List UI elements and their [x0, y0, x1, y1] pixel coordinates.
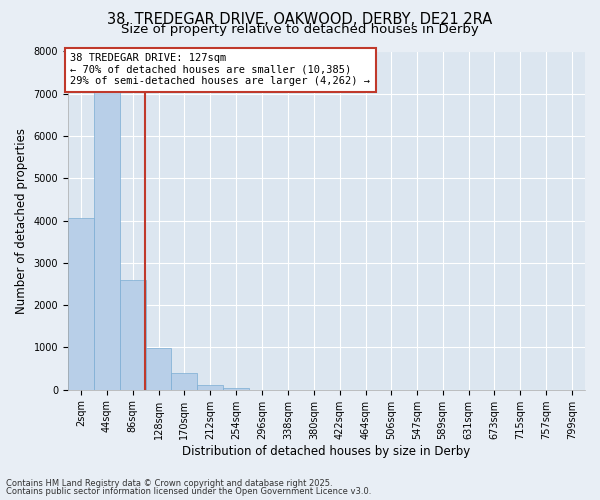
Bar: [146, 348, 172, 390]
Text: Contains public sector information licensed under the Open Government Licence v3: Contains public sector information licen…: [6, 487, 371, 496]
X-axis label: Distribution of detached houses by size in Derby: Distribution of detached houses by size …: [182, 444, 470, 458]
Text: Size of property relative to detached houses in Derby: Size of property relative to detached ho…: [121, 22, 479, 36]
Text: 38 TREDEGAR DRIVE: 127sqm
← 70% of detached houses are smaller (10,385)
29% of s: 38 TREDEGAR DRIVE: 127sqm ← 70% of detac…: [70, 53, 370, 86]
Text: Contains HM Land Registry data © Crown copyright and database right 2025.: Contains HM Land Registry data © Crown c…: [6, 478, 332, 488]
Bar: [172, 373, 197, 390]
Bar: [223, 388, 249, 390]
Bar: [68, 218, 94, 390]
Bar: [119, 280, 146, 390]
Bar: [94, 79, 119, 390]
Y-axis label: Number of detached properties: Number of detached properties: [15, 128, 28, 314]
Bar: [197, 384, 223, 390]
Text: 38, TREDEGAR DRIVE, OAKWOOD, DERBY, DE21 2RA: 38, TREDEGAR DRIVE, OAKWOOD, DERBY, DE21…: [107, 12, 493, 28]
